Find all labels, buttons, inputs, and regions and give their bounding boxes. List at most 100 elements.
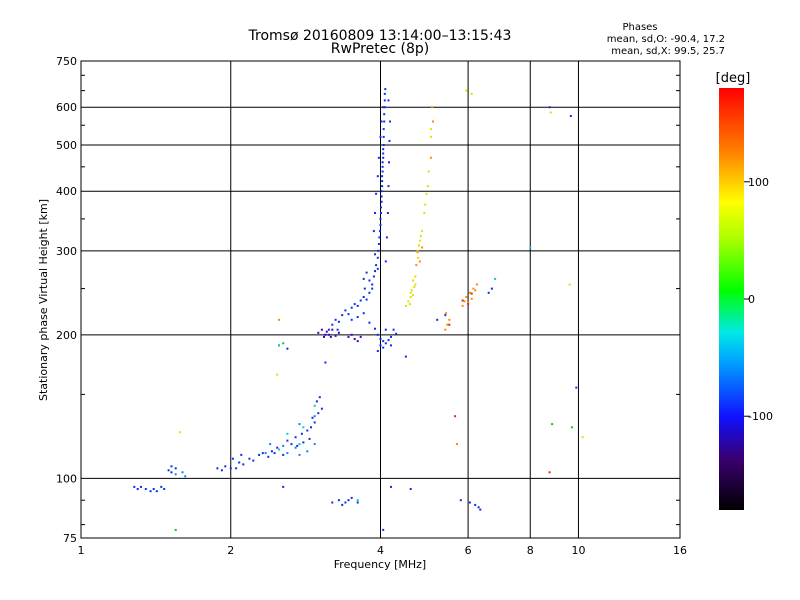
data-point xyxy=(379,135,382,138)
data-point xyxy=(308,437,311,440)
data-point xyxy=(356,340,359,343)
data-point xyxy=(290,443,293,446)
data-point xyxy=(248,457,251,460)
data-point xyxy=(426,185,429,188)
data-point xyxy=(133,485,136,488)
data-point xyxy=(350,333,353,336)
x-tick-label: 10 xyxy=(571,544,585,557)
data-point xyxy=(302,426,305,429)
data-point xyxy=(548,471,551,474)
data-point xyxy=(323,335,325,338)
data-point xyxy=(374,253,376,256)
data-point xyxy=(347,499,350,502)
data-point xyxy=(389,120,391,123)
data-point xyxy=(313,443,316,446)
data-point xyxy=(459,499,462,502)
data-point xyxy=(390,335,392,338)
data-point xyxy=(376,267,379,270)
chart-subtitle: RwPretec (8p) xyxy=(331,41,429,57)
data-point xyxy=(240,453,243,456)
data-point xyxy=(167,469,170,472)
grid-lines xyxy=(81,61,680,538)
data-point xyxy=(421,246,424,249)
data-point xyxy=(331,323,334,326)
data-point xyxy=(382,156,385,159)
data-point xyxy=(444,328,447,331)
data-point xyxy=(429,135,432,138)
data-point xyxy=(298,443,301,446)
data-point xyxy=(461,304,464,307)
data-point xyxy=(395,332,398,335)
data-point xyxy=(472,287,475,290)
data-point xyxy=(229,467,232,470)
y-axis-label: Stationary phase Virtual Height [km] xyxy=(37,199,50,401)
data-point xyxy=(372,230,375,233)
data-point xyxy=(359,299,362,302)
data-point xyxy=(216,467,219,470)
data-point xyxy=(220,469,223,472)
data-point xyxy=(286,347,289,350)
data-point xyxy=(174,467,177,470)
data-point xyxy=(170,471,173,474)
data-point xyxy=(384,88,387,91)
data-point xyxy=(569,115,572,117)
data-point xyxy=(320,328,323,331)
data-point xyxy=(381,180,384,183)
data-point xyxy=(313,415,316,418)
colorbar-tick-label: -100 xyxy=(748,410,773,423)
data-point xyxy=(365,298,368,301)
data-point xyxy=(376,333,379,336)
data-point xyxy=(372,275,375,278)
data-point xyxy=(413,285,416,288)
data-point xyxy=(383,113,386,116)
data-point xyxy=(414,275,417,278)
data-point xyxy=(490,287,493,290)
data-point xyxy=(238,461,241,464)
chart-title: Tromsø 20160809 13:14:00–13:15:43 xyxy=(248,28,512,44)
data-point xyxy=(376,256,379,259)
data-point xyxy=(377,249,380,252)
data-point xyxy=(436,318,439,321)
data-point xyxy=(381,161,384,164)
data-point xyxy=(371,287,374,290)
data-point xyxy=(350,496,353,499)
data-point xyxy=(363,287,366,290)
data-point xyxy=(570,426,573,429)
data-point xyxy=(474,503,477,506)
x-tick-label: 2 xyxy=(227,544,234,557)
data-point xyxy=(529,246,532,249)
data-point xyxy=(445,312,448,315)
data-point xyxy=(415,264,418,267)
data-point xyxy=(170,465,173,468)
data-point xyxy=(427,170,430,173)
data-point xyxy=(356,499,359,502)
data-point xyxy=(282,342,285,345)
colorbar-tick-label: 0 xyxy=(748,293,755,306)
data-point xyxy=(337,331,340,334)
data-point xyxy=(376,350,379,352)
data-point xyxy=(278,318,280,321)
data-point xyxy=(163,488,166,490)
data-point xyxy=(224,465,227,468)
data-point xyxy=(418,244,420,247)
data-point xyxy=(386,212,389,214)
data-point xyxy=(549,111,552,114)
data-point xyxy=(368,321,371,324)
data-point xyxy=(317,331,320,334)
x-tick-label: 1 xyxy=(78,544,85,557)
data-point xyxy=(313,404,316,407)
data-point xyxy=(423,212,426,214)
data-point xyxy=(421,230,424,233)
data-point xyxy=(371,283,374,286)
data-point xyxy=(149,490,152,493)
data-point xyxy=(479,508,482,511)
x-axis-ticks: 1 2 4 6 8 10 16 xyxy=(78,544,688,557)
data-point xyxy=(276,446,279,449)
data-point xyxy=(470,92,473,95)
data-point xyxy=(444,314,447,317)
data-point xyxy=(294,446,297,449)
data-point xyxy=(375,192,378,195)
data-point xyxy=(467,303,470,306)
data-point xyxy=(470,297,473,300)
data-point xyxy=(329,335,332,338)
